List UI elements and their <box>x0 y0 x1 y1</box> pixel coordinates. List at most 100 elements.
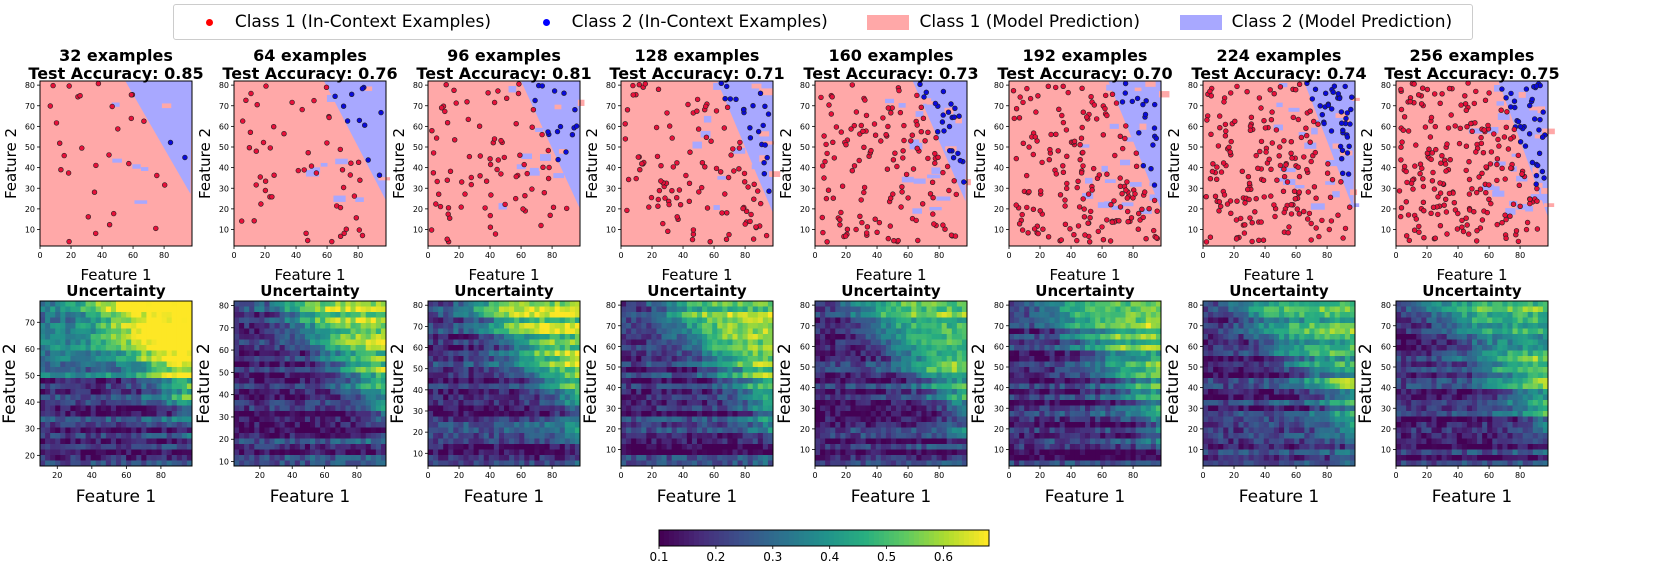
heatmap-cell <box>171 400 178 406</box>
class1-point <box>1335 212 1341 218</box>
heatmap-cell <box>350 449 356 456</box>
heatmap-cell <box>463 328 469 335</box>
class1-point <box>1233 236 1240 242</box>
heatmap-cell <box>676 345 683 351</box>
y-tick-label: 40 <box>25 164 35 173</box>
heatmap-cell <box>141 394 147 401</box>
heatmap-cell <box>656 339 662 346</box>
heatmap-cell <box>651 367 657 373</box>
heatmap-cell <box>428 317 434 324</box>
class1-point <box>1026 189 1032 195</box>
class1-point <box>1080 109 1087 115</box>
heatmap-cell <box>671 367 678 373</box>
heatmap-cell <box>121 350 127 357</box>
class1-point <box>438 105 445 111</box>
heatmap-cell <box>365 317 372 324</box>
heatmap-cell <box>171 449 178 456</box>
heatmap-cell <box>661 312 667 318</box>
heatmap-cell <box>488 405 495 412</box>
heatmap-cell <box>636 372 642 379</box>
heatmap-cell <box>95 301 102 307</box>
heatmap-cell <box>50 339 56 346</box>
heatmap-cell <box>131 449 137 456</box>
heatmap-cell <box>438 372 444 379</box>
heatmap-cell <box>539 312 545 318</box>
heatmap-cell <box>156 416 162 423</box>
heatmap-cell <box>656 367 662 373</box>
region-patch <box>1294 185 1305 189</box>
heatmap-cell <box>70 422 76 428</box>
heatmap-cell <box>737 350 743 357</box>
heatmap-cell <box>80 389 86 395</box>
heatmap-cell <box>126 416 132 423</box>
heatmap-cell <box>428 356 434 362</box>
heatmap-cell <box>254 427 260 434</box>
heatmap-cell <box>75 389 81 395</box>
heatmap-cell <box>707 356 713 362</box>
heatmap-cell <box>767 361 774 368</box>
class1-point <box>823 195 830 202</box>
class1-point <box>736 145 743 151</box>
heatmap-cell <box>360 312 367 318</box>
heatmap-cell <box>438 416 444 423</box>
y-tick-label: 70 <box>1381 102 1391 111</box>
heatmap-cell <box>488 367 495 373</box>
class1-point <box>1442 196 1449 203</box>
heatmap-cell <box>488 306 495 313</box>
axes-frame <box>39 300 193 467</box>
heatmap-cell <box>75 317 81 324</box>
y-tick-label: 60 <box>1381 122 1391 131</box>
heatmap-cell <box>315 317 321 324</box>
heatmap-cell <box>448 405 454 412</box>
heatmap-cell <box>626 361 632 368</box>
heatmap-cell <box>310 400 316 406</box>
class2-point <box>757 90 764 97</box>
heatmap-cell <box>141 372 147 379</box>
heatmap-cell <box>438 367 444 373</box>
y-tick-label: 60 <box>219 346 229 355</box>
class1-point <box>1459 217 1465 224</box>
heatmap-cell <box>274 460 280 467</box>
heatmap-cell <box>330 389 336 395</box>
class1-point <box>468 181 474 188</box>
heatmap-cell <box>428 389 434 395</box>
class1-point <box>1060 169 1067 176</box>
heatmap-cell <box>656 334 662 340</box>
region-patch <box>700 130 711 138</box>
heatmap-cell <box>727 356 733 362</box>
heatmap-cell <box>254 356 260 362</box>
heatmap-cell <box>375 411 382 417</box>
heatmap-cell <box>85 394 92 401</box>
heatmap-cell <box>330 433 336 439</box>
heatmap-cell <box>509 422 515 428</box>
heatmap-cell <box>722 306 728 313</box>
class1-point <box>447 215 453 221</box>
heatmap-cell <box>539 367 545 373</box>
heatmap-cell <box>294 317 301 324</box>
region-patch <box>1543 128 1555 135</box>
heatmap-cell <box>234 361 240 368</box>
heatmap-cell <box>70 339 76 346</box>
heatmap-cell <box>539 400 545 406</box>
class1-point <box>1313 225 1319 231</box>
heatmap-cell <box>631 306 637 313</box>
heatmap-cell <box>428 367 434 373</box>
heatmap-cell <box>156 389 162 395</box>
heatmap-cell <box>514 339 520 346</box>
heatmap-cell <box>524 438 530 445</box>
region-patch <box>1505 208 1516 215</box>
class1-point <box>1071 138 1078 145</box>
heatmap-cell <box>463 350 469 357</box>
heatmap-cell <box>239 438 245 445</box>
heatmap-cell <box>529 438 535 445</box>
heatmap-cell <box>727 361 733 368</box>
heatmap-cell <box>519 449 525 456</box>
heatmap-cell <box>493 422 500 428</box>
heatmap-cell <box>519 389 525 395</box>
heatmap-cell <box>100 433 107 439</box>
class1-point <box>1285 230 1291 236</box>
heatmap-cell <box>259 438 265 445</box>
heatmap-cell <box>70 405 76 412</box>
heatmap-cell <box>100 323 107 329</box>
panel-title: Uncertainty <box>66 282 166 300</box>
